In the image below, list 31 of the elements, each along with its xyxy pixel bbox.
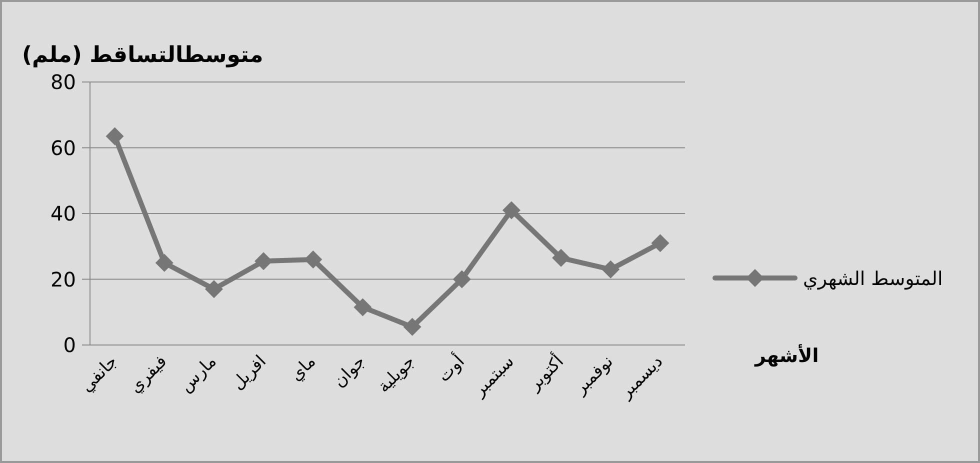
- x-tick-label: جوان: [330, 352, 370, 392]
- y-tick-label: 0: [63, 333, 76, 357]
- point: [452, 270, 471, 288]
- legend-label: المتوسط الشهري: [803, 268, 943, 290]
- y-tick-label: 60: [50, 136, 76, 160]
- point: [304, 250, 322, 269]
- y-tick-label: 20: [50, 267, 76, 292]
- x-tick-label: أوت: [432, 350, 469, 386]
- point: [502, 201, 520, 220]
- x-tick-label: ديسمبر: [616, 352, 668, 404]
- x-tick-label: أكتوبر: [522, 350, 568, 396]
- point: [155, 254, 174, 272]
- point: [403, 318, 422, 336]
- chart-title: متوسطالتساقط (ملم): [22, 43, 264, 68]
- x-tick-label: مارس: [176, 352, 221, 396]
- point: [354, 298, 372, 316]
- y-tick-label: 80: [50, 70, 76, 94]
- x-tick-label: جويلية: [374, 352, 420, 397]
- point: [552, 248, 570, 267]
- point: [106, 127, 124, 146]
- point: [602, 260, 620, 278]
- x-axis-title: الأشهر: [754, 344, 819, 367]
- x-tick-label: سبتمبر: [468, 352, 518, 402]
- point: [204, 280, 223, 298]
- x-tick-label: نوفمبر: [570, 352, 618, 400]
- x-tick-label: ماي: [286, 352, 320, 386]
- x-tick-label: جانفي: [76, 352, 122, 396]
- x-tick-label: افريل: [228, 352, 270, 394]
- x-tick-label: فيفري: [126, 352, 172, 398]
- point: [651, 234, 670, 252]
- y-tick-label: 40: [50, 202, 76, 226]
